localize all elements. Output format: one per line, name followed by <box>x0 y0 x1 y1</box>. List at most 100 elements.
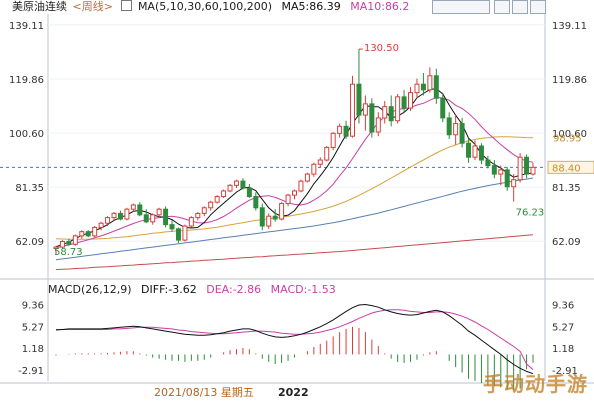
price-tick-label-right: 139.11 <box>552 21 587 32</box>
recent-low-label: 76.23 <box>516 208 545 219</box>
ma-legend-icon[interactable] <box>121 0 133 11</box>
toolbar-button-2[interactable] <box>512 0 528 14</box>
candle-body <box>433 75 439 99</box>
price-tick-label-left: 100.60 <box>9 129 44 140</box>
candle <box>343 120 349 139</box>
candle <box>356 49 362 124</box>
candle-body <box>195 212 201 219</box>
candle <box>150 213 156 225</box>
candle-body <box>304 173 310 182</box>
candle <box>337 123 343 138</box>
candle-body <box>105 217 111 224</box>
candle-body <box>375 117 381 133</box>
macd-tick-label-left: 5.27 <box>22 322 44 333</box>
candle <box>511 174 517 202</box>
candle <box>59 240 65 249</box>
candle <box>195 212 201 221</box>
candle <box>214 195 220 204</box>
candle <box>72 234 78 246</box>
candle <box>350 75 356 138</box>
candle-body <box>214 196 220 203</box>
candle <box>111 212 117 221</box>
candle <box>491 160 497 179</box>
ma100-line <box>55 234 534 271</box>
period-link[interactable]: <周线> <box>72 0 113 13</box>
ma30-value-label: 98.95 <box>553 134 582 145</box>
candle <box>485 155 491 169</box>
toolbar-button-3[interactable] <box>530 0 546 14</box>
candle-body <box>362 103 368 116</box>
candle-body <box>266 215 272 227</box>
candle <box>285 193 291 207</box>
candle <box>163 206 169 228</box>
candle-body <box>292 190 297 196</box>
candle-body <box>453 123 459 136</box>
candle <box>246 183 252 198</box>
candle-body <box>395 96 401 122</box>
candle-body <box>285 194 291 205</box>
candle <box>292 189 297 200</box>
candle <box>233 179 239 189</box>
candle <box>253 192 259 211</box>
candle <box>169 220 175 232</box>
high-price-label: 130.50 <box>364 43 399 54</box>
candle <box>98 221 104 231</box>
candle <box>130 203 136 212</box>
price-tick-label-right: 119.86 <box>552 75 587 86</box>
candle <box>498 165 504 186</box>
macd-value: MACD:-1.53 <box>270 283 336 296</box>
candle <box>137 202 143 217</box>
candle-body <box>330 132 336 148</box>
candle <box>530 162 536 176</box>
candle-body <box>124 208 130 220</box>
candle-body <box>279 203 285 220</box>
ma30-line <box>55 136 534 240</box>
candle-body <box>298 180 304 192</box>
candle <box>517 153 523 183</box>
candle <box>188 216 194 228</box>
dea-value: DEA:-2.86 <box>206 283 262 296</box>
candle-body <box>182 225 188 241</box>
candle <box>66 238 72 246</box>
candle <box>446 112 452 139</box>
toolbar-button-1[interactable] <box>494 0 510 14</box>
candle-body <box>221 190 227 198</box>
candle <box>453 115 459 145</box>
candle-body <box>317 159 323 165</box>
macd-tick-label-right: 9.36 <box>552 301 574 312</box>
candle <box>478 143 484 165</box>
candle <box>382 101 388 124</box>
candle-body <box>530 166 536 175</box>
ma-lines <box>55 88 534 271</box>
candle-body <box>130 204 136 210</box>
price-tick-label-right: 62.09 <box>552 237 581 248</box>
candle-body <box>66 240 72 245</box>
candle <box>298 179 304 193</box>
candle-body <box>156 208 162 216</box>
chart-frame <box>0 14 594 384</box>
candle-body <box>498 169 504 175</box>
instrument-name: 美原油连续 <box>12 0 67 13</box>
ma10-line <box>55 96 534 249</box>
price-tick-label-left: 119.86 <box>9 75 44 86</box>
candle <box>395 94 401 124</box>
candle-body <box>427 75 433 91</box>
price-tick-label-left: 139.11 <box>9 21 44 32</box>
candle <box>401 89 407 113</box>
ma5-value: MA5:86.39 <box>281 0 341 13</box>
macd-histogram <box>55 326 534 391</box>
diff-line <box>55 303 534 375</box>
macd-tick-label-left: 9.36 <box>22 301 44 312</box>
candle-body <box>85 231 91 237</box>
price-tick-label-right: 81.35 <box>552 183 581 194</box>
price-tick-label-left: 81.35 <box>15 183 44 194</box>
candle <box>259 203 265 231</box>
candle-body <box>259 207 265 227</box>
candle-body <box>440 97 446 119</box>
candle <box>227 183 233 193</box>
toolbar-select[interactable] <box>432 0 490 14</box>
candle-body <box>246 187 252 198</box>
cursor-date: 2021/08/13 星期五 <box>154 386 254 399</box>
candle-body <box>491 165 497 175</box>
candle <box>311 162 317 177</box>
